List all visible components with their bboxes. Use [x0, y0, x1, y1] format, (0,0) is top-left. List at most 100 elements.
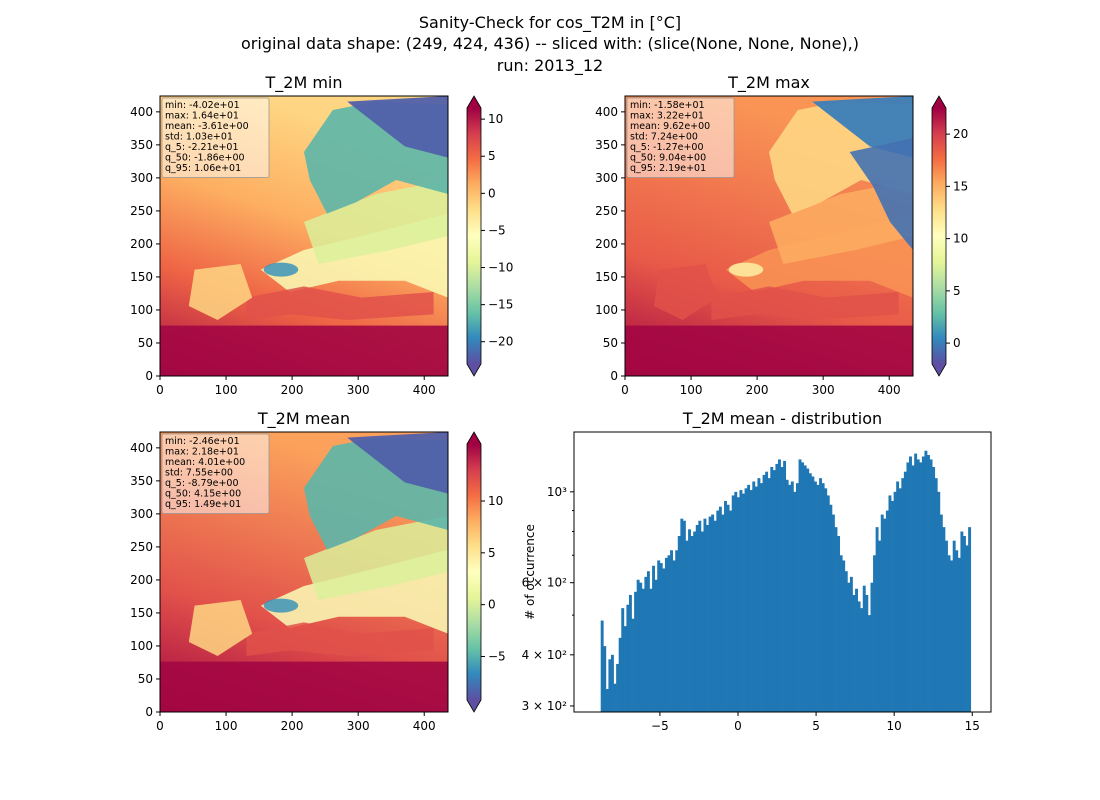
histogram-bar	[754, 486, 758, 712]
histogram-bar	[742, 493, 745, 712]
colorbar	[932, 108, 946, 364]
colorbar-extend-top	[932, 96, 946, 108]
land-arctic	[812, 96, 913, 158]
histogram-bar	[775, 463, 779, 712]
land-cold-east	[849, 138, 913, 250]
stats-line: q_5: -2.21e+01	[165, 142, 239, 153]
x-tick-label: 10	[887, 719, 902, 733]
histogram-bar	[867, 615, 871, 712]
histogram-bar	[652, 565, 656, 712]
histogram-bar	[688, 529, 691, 712]
histogram-bar	[777, 459, 781, 712]
histogram-bar	[785, 479, 789, 712]
histogram-bar	[659, 563, 663, 712]
stats-line: mean: 4.01e+00	[165, 457, 245, 468]
x-tick-label: 0	[621, 383, 629, 397]
histogram-bar	[811, 476, 815, 712]
land-north-africa	[160, 661, 448, 712]
histogram-bar	[693, 531, 697, 712]
histogram-bar	[929, 459, 933, 712]
land-alps	[263, 598, 299, 613]
histogram-bar	[880, 514, 884, 712]
y-tick-label: 4 × 10²	[522, 648, 568, 662]
histogram-bar	[608, 659, 612, 712]
histogram-bar	[690, 536, 694, 712]
stats-line: std: 7.24e+00	[630, 132, 698, 143]
stats-line: min: -4.02e+01	[165, 100, 240, 111]
histogram-bar	[603, 646, 607, 712]
histogram-bar	[942, 527, 946, 712]
histogram-bar	[682, 520, 686, 712]
histogram-bar	[739, 490, 743, 712]
land-iberia	[188, 264, 253, 320]
histogram-bar	[824, 488, 828, 712]
histogram-bar	[937, 491, 941, 712]
histogram-bar	[816, 484, 820, 712]
histogram-bar	[901, 478, 905, 712]
histogram-bar	[626, 604, 630, 712]
y-tick-label: 100	[130, 639, 153, 653]
histogram-bar	[636, 579, 640, 712]
histogram-bar	[829, 504, 833, 712]
y-tick-label: 400	[130, 441, 153, 455]
panel-title: T_2M mean	[257, 409, 350, 429]
colorbar-tick-label: 10	[488, 494, 503, 508]
y-tick-label: 50	[138, 672, 153, 686]
histogram-bar	[713, 520, 717, 712]
y-tick-label: 350	[595, 138, 618, 152]
sea-mediterranean	[246, 622, 434, 656]
stats-line: std: 7.55e+00	[165, 468, 233, 479]
histogram-bar	[939, 514, 943, 712]
histogram-bar	[885, 510, 889, 712]
x-tick-label: 300	[347, 719, 370, 733]
x-tick-label: 400	[413, 383, 436, 397]
histogram-bar	[862, 585, 866, 712]
x-tick-label: 300	[347, 383, 370, 397]
y-tick-label: 50	[603, 336, 618, 350]
x-tick-label: 100	[215, 383, 238, 397]
stats-line: min: -1.58e+01	[630, 100, 705, 111]
stats-box	[626, 97, 735, 178]
histogram-bar	[783, 460, 787, 712]
x-tick-label: 200	[281, 719, 304, 733]
colorbar-tick-label: −20	[488, 335, 513, 349]
histogram-bar	[788, 484, 792, 712]
panel-title: T_2M mean - distribution	[682, 409, 882, 429]
colorbar-outline	[466, 95, 482, 377]
histogram-bar	[760, 483, 763, 712]
colorbar-tick-label: 10	[488, 112, 503, 126]
histogram-bar	[893, 491, 897, 712]
histogram-bar	[916, 459, 920, 712]
y-tick-label: 250	[130, 540, 153, 554]
histogram-panel: T_2M mean - distribution −5 0 5 10 15 3 × 10² 4…	[522, 409, 992, 733]
histogram-bar	[726, 504, 730, 712]
x-tick-label: 100	[680, 383, 703, 397]
histogram-bar	[685, 540, 689, 712]
histogram-bar	[852, 594, 856, 712]
y-tick-label: 150	[130, 606, 153, 620]
x-tick-label: 400	[878, 383, 901, 397]
colorbar-tick-label: 15	[953, 179, 968, 193]
histogram-bar	[906, 462, 910, 712]
histogram-bar	[873, 555, 876, 712]
colorbar-tick-label: 5	[488, 546, 496, 560]
histogram-bar	[921, 456, 925, 712]
colorbar-tick-label: 5	[953, 284, 961, 298]
colorbar-outline	[931, 95, 947, 377]
histogram-bar	[657, 560, 661, 712]
y-tick-label: 0	[145, 705, 153, 719]
y-tick-label: 10³	[547, 485, 567, 499]
histogram-bar	[919, 462, 923, 712]
y-tick-label: 150	[130, 270, 153, 284]
x-tick-label: 400	[413, 719, 436, 733]
histogram-bar	[718, 506, 722, 712]
land-eastern-europe	[304, 180, 448, 264]
land-arctic	[347, 432, 448, 494]
histogram-bar	[724, 500, 727, 712]
histogram-bar	[634, 591, 638, 712]
histogram-bar	[813, 481, 817, 712]
x-tick-label: 0	[156, 383, 164, 397]
histogram-bar	[896, 481, 900, 712]
